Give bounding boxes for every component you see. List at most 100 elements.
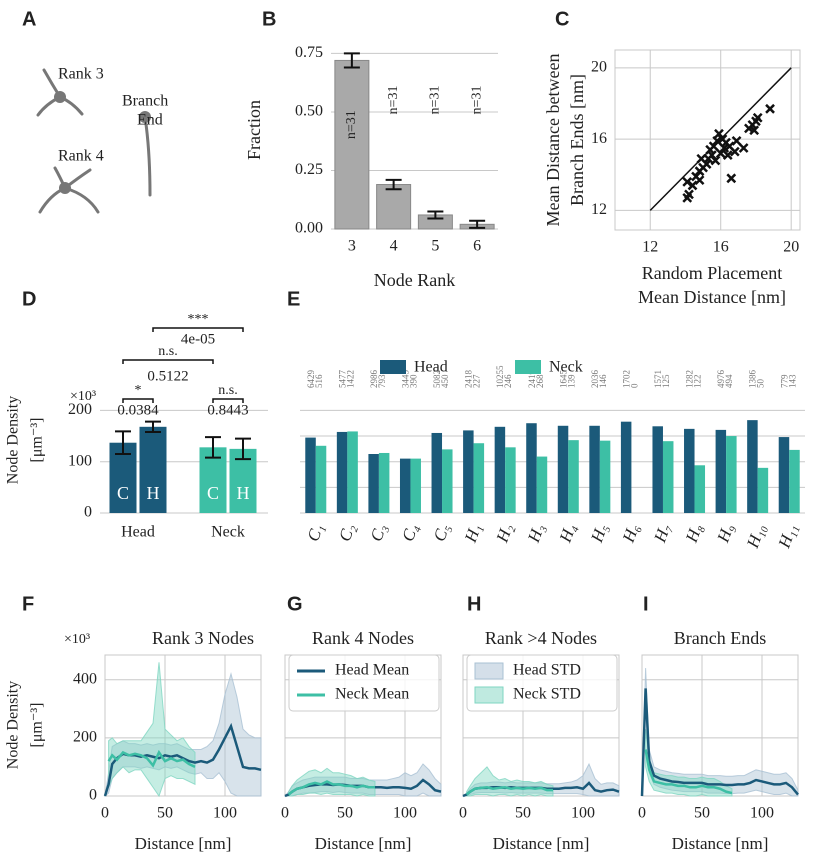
x-tick-label: 50 xyxy=(694,805,710,822)
count-label: 2986 xyxy=(369,370,379,389)
x-tick-label: H₄ xyxy=(555,521,579,546)
y-tick-label: 200 xyxy=(73,729,97,746)
point xyxy=(715,148,726,159)
count-label: 1282 xyxy=(685,370,695,388)
bar xyxy=(473,443,485,513)
count-label: 1386 xyxy=(748,370,758,389)
x-tick-label: 0 xyxy=(459,805,467,822)
diagram-label: Branch xyxy=(122,93,168,110)
bar xyxy=(463,430,474,513)
bar-annotation: n=31 xyxy=(469,86,484,115)
count-label: 3445 xyxy=(401,370,411,389)
count-label: 227 xyxy=(472,374,482,388)
y-axis-label: Fraction xyxy=(244,100,264,160)
bar xyxy=(139,426,167,513)
chart-title: Rank 3 Nodes xyxy=(152,628,254,648)
mean-line xyxy=(640,688,799,797)
y-axis-label: [μm⁻³] xyxy=(29,418,46,463)
bar xyxy=(442,449,453,513)
count-label: 2036 xyxy=(590,370,600,389)
y-scale-label: ×10³ xyxy=(64,632,90,647)
x-tick-label: 4 xyxy=(390,238,398,255)
x-tick-label: H₉ xyxy=(713,521,737,546)
p-value: 4e-05 xyxy=(181,331,215,347)
count-label: 1645 xyxy=(558,370,568,389)
bar-letter: H xyxy=(237,483,250,503)
bar-letter: H xyxy=(147,483,160,503)
y-tick-label: 20 xyxy=(591,58,607,75)
diagram-nodes xyxy=(54,91,151,194)
panel-label: H xyxy=(467,593,481,615)
legend-label: Head Mean xyxy=(335,662,409,679)
p-value: 0.5122 xyxy=(147,368,188,384)
legend-label: Neck xyxy=(549,359,583,376)
x-tick-label: 50 xyxy=(337,805,353,822)
legend-swatch xyxy=(380,360,406,374)
x-tick-label: 5 xyxy=(431,238,439,255)
bar xyxy=(557,425,569,513)
legend-swatch xyxy=(474,662,504,680)
x-tick-label: H₇ xyxy=(650,521,674,546)
count-label: 4976 xyxy=(716,370,726,389)
bar xyxy=(620,421,632,513)
chart-title: Rank >4 Nodes xyxy=(485,628,597,648)
x-axis-label: Node Rank xyxy=(374,270,455,290)
diagram-label: Rank 4 xyxy=(58,148,104,165)
y-tick-label: 0.75 xyxy=(295,44,323,61)
error-bar xyxy=(427,210,444,220)
count-label: 6429 xyxy=(306,370,316,389)
y-axis-label: Mean Distance between xyxy=(543,54,563,227)
bar xyxy=(431,432,443,513)
error-bar xyxy=(385,178,402,191)
significance-label: n.s. xyxy=(158,344,177,359)
panel-label: A xyxy=(22,8,36,30)
x-axis-label: Distance [nm] xyxy=(493,834,590,853)
node xyxy=(54,91,66,103)
point xyxy=(729,146,740,157)
x-tick-label: Head xyxy=(121,524,155,541)
bar xyxy=(778,437,790,513)
x-tick-label: H₂ xyxy=(492,521,516,546)
p-value: 0.0384 xyxy=(117,402,159,418)
y-scale-label: ×10³ xyxy=(70,389,96,404)
bar xyxy=(399,458,411,513)
error-bar xyxy=(343,52,360,69)
legend-box xyxy=(288,654,440,712)
bar xyxy=(694,465,706,513)
bar-annotation: n=31 xyxy=(386,86,401,115)
point xyxy=(726,173,737,184)
panel-label: B xyxy=(262,8,276,30)
point xyxy=(731,136,742,146)
x-tick-label: C₄ xyxy=(398,521,422,544)
error-bar xyxy=(205,436,221,459)
plot-frame xyxy=(614,49,801,231)
node xyxy=(139,111,151,123)
node xyxy=(59,182,71,194)
significance-bracket xyxy=(122,398,154,403)
bar xyxy=(315,445,327,513)
bar xyxy=(336,431,348,513)
plot-frame xyxy=(104,654,262,797)
legend-label: Head xyxy=(414,359,448,376)
std-band xyxy=(104,672,262,798)
bar xyxy=(747,420,758,513)
count-label: 450 xyxy=(440,374,450,388)
y-axis-label: Branch Ends [nm] xyxy=(567,74,587,206)
count-label: 125 xyxy=(661,374,671,388)
x-tick-label: 0 xyxy=(638,805,646,822)
p-value: 0.8443 xyxy=(207,402,248,418)
point xyxy=(752,112,763,123)
bar xyxy=(652,426,663,513)
significance-bracket xyxy=(152,327,244,332)
mean-line xyxy=(287,780,375,796)
bar xyxy=(378,452,390,513)
bar xyxy=(568,440,579,513)
y-tick-label: 16 xyxy=(591,130,607,147)
std-band xyxy=(108,662,196,798)
point xyxy=(717,134,728,144)
count-label: 139 xyxy=(566,374,576,388)
y-tick-label: 12 xyxy=(591,201,607,218)
point xyxy=(722,150,733,161)
x-axis-label: Distance [nm] xyxy=(672,834,769,853)
